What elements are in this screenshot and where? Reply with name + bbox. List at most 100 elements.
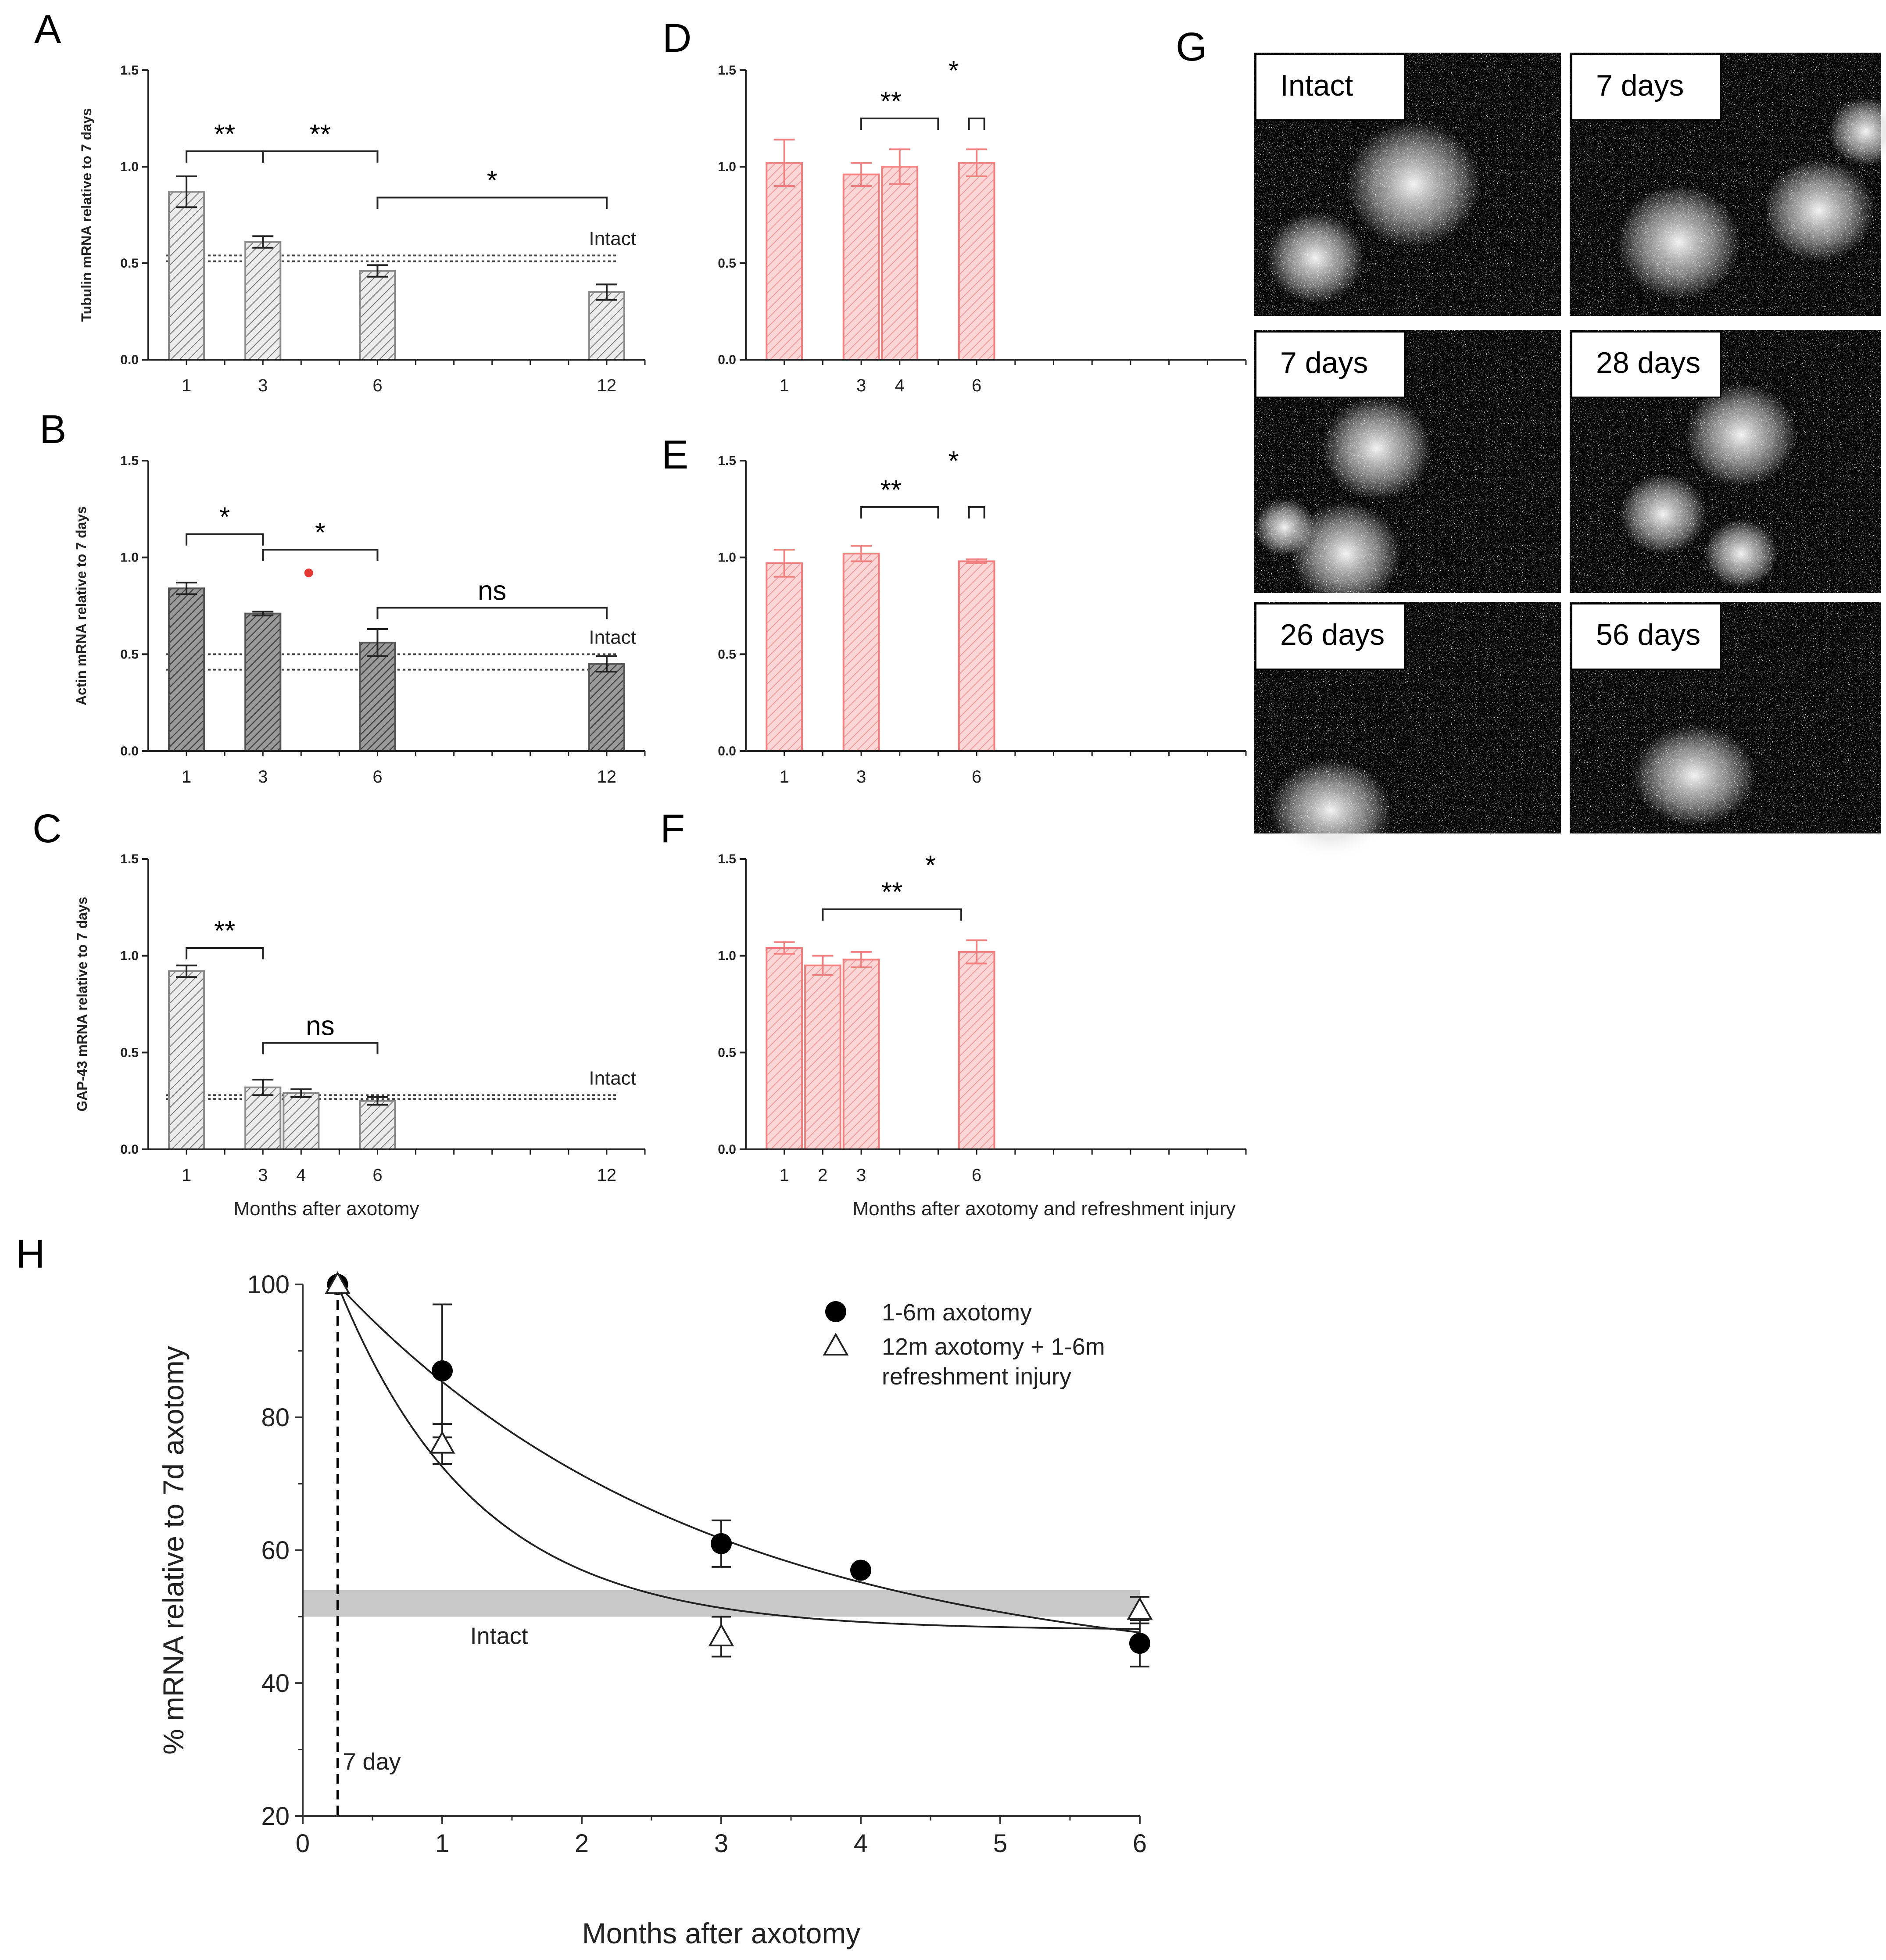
y-tick-label: 1.5: [718, 63, 736, 78]
bar: [359, 270, 396, 361]
micrograph-label-box: [1255, 54, 1406, 121]
y-tick-label: 1.0: [120, 160, 139, 174]
micrograph-panel: 7 days: [1254, 330, 1561, 606]
bar: [958, 951, 995, 1151]
x-tick-label: 0: [296, 1829, 310, 1858]
chart-d-tubulin-refresh: 0.00.51.01.51 3 4 6***: [718, 56, 1247, 395]
x-tick-label: 12: [597, 767, 617, 787]
x-tick-label: 4: [895, 376, 905, 395]
y-tick-label: 1.0: [120, 949, 139, 963]
bar: [168, 191, 205, 361]
bar: [359, 1100, 396, 1151]
x-tick-label: 1: [182, 767, 191, 787]
micrograph-label-box: [1571, 331, 1721, 398]
panel-letter-b: B: [39, 407, 66, 452]
x-tick-label: 3: [258, 767, 268, 787]
significance-bracket: [262, 1042, 379, 1055]
micrograph-label: 56 days: [1596, 618, 1700, 651]
bar: [958, 162, 995, 361]
micrograph-panel: Intact: [1254, 53, 1561, 316]
intact-label: Intact: [589, 626, 636, 648]
micrograph-label: Intact: [1280, 69, 1353, 102]
labelled-neuron-cluster: [1828, 97, 1886, 167]
bar: [168, 587, 205, 752]
x-tick-label: 1: [780, 767, 789, 787]
significance-bracket: [186, 533, 264, 546]
significance-bracket: [376, 607, 608, 619]
chart-a-tubulin: Intact 0.0 0.5 1.0 1.5 1 3 6 12 Tubulin mRNA rela…: [79, 63, 646, 395]
x-tick-label: 6: [372, 1166, 382, 1185]
x-tick-label: 6: [372, 376, 382, 395]
y-tick-label: 0.0: [120, 1142, 139, 1157]
fit-curve-axotomy: [337, 1284, 1140, 1634]
y-tick-label: 1.5: [718, 454, 736, 468]
y-tick-label: 0.5: [120, 647, 139, 662]
bar: [766, 562, 803, 752]
x-tick-label: 3: [714, 1829, 728, 1858]
x-tick-label: 1: [182, 376, 191, 395]
y-tick-label: 0.5: [718, 1045, 736, 1060]
data-point-circle: [850, 1559, 871, 1581]
y-tick-label: 0.0: [718, 744, 736, 758]
significance-bracket: [262, 549, 379, 562]
micrograph-panel: 56 days: [1570, 602, 1881, 833]
micrograph-panel: 28 days: [1570, 330, 1881, 593]
x-axis-label: Months after axotomy and refreshment inj…: [852, 1198, 1235, 1220]
labelled-neuron-cluster: [1254, 498, 1315, 556]
legend-marker-triangle: [823, 1332, 849, 1356]
y-tick-label: 1.5: [718, 852, 736, 866]
labelled-neuron-cluster: [1703, 519, 1779, 589]
data-point-triangle: [1127, 1597, 1153, 1620]
y-tick-label: 60: [261, 1536, 290, 1565]
x-tick-label: 3: [856, 376, 866, 395]
bar: [804, 964, 841, 1151]
significance-bracket: [860, 506, 939, 519]
intact-band: [303, 1590, 1140, 1617]
x-axis-label: Months after axotomy: [582, 1917, 861, 1949]
y-tick-label: 0.5: [718, 647, 736, 662]
y-tick-label: 0.0: [718, 353, 736, 367]
y-tick-label: 1.0: [718, 160, 736, 174]
labelled-neuron-cluster: [1346, 120, 1481, 248]
y-tick-label: 1.5: [120, 852, 139, 866]
panel-letter-a: A: [34, 7, 61, 52]
significance-label: *: [487, 165, 497, 196]
x-tick-label: 1: [435, 1829, 449, 1858]
x-tick-label: 12: [597, 1166, 617, 1185]
x-tick-label: 2: [818, 1166, 827, 1185]
micrograph-label: 7 days: [1280, 346, 1368, 379]
micrograph-label-box: [1571, 603, 1721, 670]
significance-bracket: [822, 908, 963, 921]
data-point-triangle: [325, 1271, 351, 1294]
x-tick-label: 4: [854, 1829, 868, 1858]
micrograph-grid: Intact 7 days 7 days 28 days 26 days 56 days: [1254, 53, 1886, 862]
micrograph-label-box: [1255, 331, 1406, 398]
labelled-neuron-cluster: [1321, 396, 1432, 501]
bar: [842, 173, 880, 361]
significance-label: **: [214, 916, 235, 946]
y-tick-label: 1.0: [718, 551, 736, 565]
panel-letter-f: F: [660, 806, 685, 851]
x-tick-label: 4: [296, 1166, 306, 1185]
legend-label-line: refreshment injury: [882, 1363, 1071, 1390]
significance-label: **: [880, 475, 902, 505]
bar: [958, 560, 995, 752]
labelled-neuron-cluster: [1616, 184, 1741, 300]
x-tick-label: 6: [372, 767, 382, 787]
y-tick-label: 0.0: [120, 744, 139, 758]
y-tick-label: 0.5: [120, 1045, 139, 1060]
significance-label: **: [214, 119, 235, 150]
significance-bracket: [186, 150, 264, 163]
bar: [842, 959, 880, 1151]
panel-letter-d: D: [662, 16, 691, 61]
chart-h-decay: Intact 20 40 60 80 100 0 1 2 3 4 5 6 Months after axo…: [157, 1270, 1153, 1949]
y-axis-label: GAP-43 mRNA relative to 7 days: [74, 897, 90, 1112]
y-tick-label: 40: [261, 1669, 290, 1698]
x-tick-label: 1: [182, 1166, 191, 1185]
legend-marker-circle: [825, 1301, 846, 1322]
data-point-circle: [711, 1533, 732, 1554]
panel-letter-g: G: [1176, 25, 1207, 69]
labelled-neuron-cluster: [1619, 473, 1707, 555]
y-tick-label: 0.0: [120, 353, 139, 367]
bar: [588, 291, 625, 361]
